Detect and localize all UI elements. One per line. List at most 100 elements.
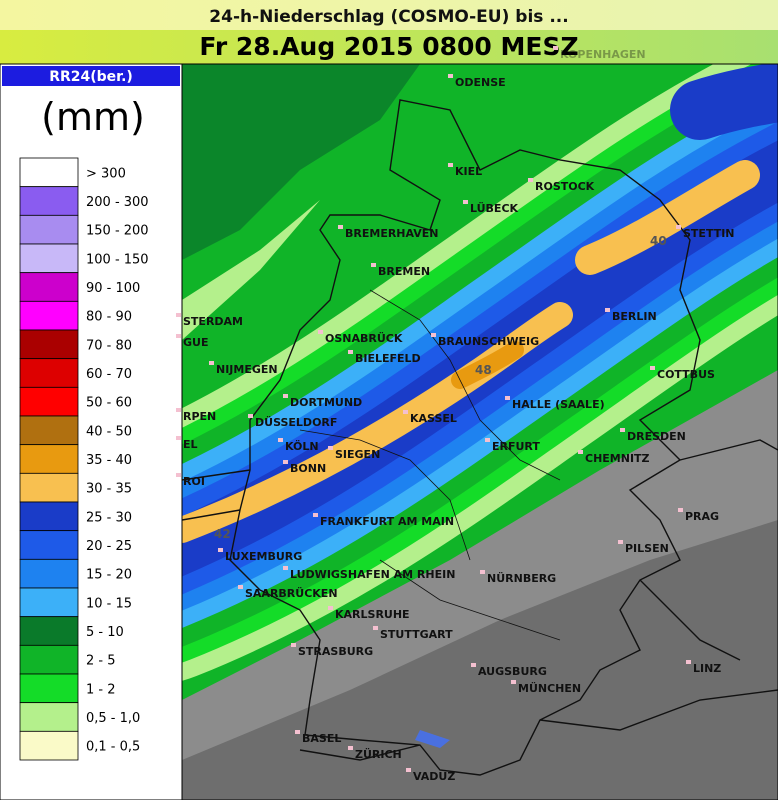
legend-swatch — [19, 644, 79, 675]
legend-swatch — [19, 358, 79, 388]
city-marker — [338, 225, 343, 229]
city-label: SAARBRÜCKEN — [245, 586, 338, 600]
city-label: KIEL — [455, 165, 482, 178]
city-marker — [176, 313, 181, 317]
legend-swatch — [19, 444, 79, 474]
state-border — [299, 289, 561, 641]
city-label: KOPENHAGEN — [560, 48, 646, 61]
city-label: MÜNCHEN — [518, 681, 581, 695]
legend-swatch — [19, 472, 79, 503]
city-marker — [686, 660, 691, 664]
band — [670, 64, 778, 140]
city-marker — [328, 606, 333, 610]
subtitle: Fr 28.Aug 2015 0800 MESZ — [199, 32, 578, 61]
city-marker — [278, 438, 283, 442]
precip-area — [182, 200, 320, 340]
band — [575, 160, 760, 275]
city-marker — [318, 330, 323, 334]
city-marker — [620, 428, 625, 432]
legend-item-label: 80 - 90 — [86, 310, 132, 325]
city-marker — [448, 74, 453, 78]
legend-swatch — [19, 558, 79, 589]
city-marker — [248, 414, 253, 418]
city-marker — [471, 663, 476, 667]
city-label: BIELEFELD — [355, 352, 421, 365]
legend-swatch — [19, 702, 79, 732]
city-marker — [511, 680, 516, 684]
legend-swatch — [19, 157, 79, 188]
city-marker — [528, 178, 533, 182]
city-label: LUDWIGSHAFEN AM RHEIN — [290, 568, 455, 581]
city-label: KÖLN — [285, 439, 319, 453]
city-label: BREMERHAVEN — [345, 227, 439, 240]
city-label: ROSTOCK — [535, 180, 595, 193]
city-label: KARLSRUHE — [335, 608, 410, 621]
city-label: BONN — [290, 462, 326, 475]
city-marker — [283, 460, 288, 464]
city-label: STETTIN — [683, 227, 735, 240]
legend-item-label: 50 - 60 — [86, 396, 132, 411]
city-label: ERFURT — [492, 440, 540, 453]
legend-item-label: 35 - 40 — [86, 453, 132, 468]
legend-swatch — [19, 530, 79, 560]
city-marker — [209, 361, 214, 365]
legend-item-label: 20 - 25 — [86, 539, 132, 554]
legend-item-label: 30 - 35 — [86, 482, 132, 497]
legend-item-label: 15 - 20 — [86, 568, 132, 583]
city-marker — [676, 225, 681, 229]
city-label: GUE — [183, 336, 208, 349]
city-label: NÜRNBERG — [487, 571, 556, 585]
city-label: AUGSBURG — [478, 665, 547, 678]
city-label: DRESDEN — [627, 430, 686, 443]
title: 24-h-Niederschlag (COSMO-EU) bis ... — [209, 7, 568, 27]
city-label: DORTMUND — [290, 396, 362, 409]
border — [182, 439, 778, 761]
city-label: SIEGEN — [335, 448, 380, 461]
city-label: BERLIN — [612, 310, 657, 323]
city-marker — [283, 394, 288, 398]
city-label: EL — [183, 438, 198, 451]
city-marker — [403, 410, 408, 414]
city-marker — [295, 730, 300, 734]
legend-item-label: 90 - 100 — [86, 281, 140, 296]
city-marker — [176, 473, 181, 477]
city-marker — [283, 566, 288, 570]
city-label: STRASBURG — [298, 645, 373, 658]
value-label: 48 — [475, 363, 492, 377]
city-marker — [650, 366, 655, 370]
legend-swatch — [19, 730, 79, 761]
precip-area — [182, 64, 420, 260]
city-label: VADUZ — [413, 770, 455, 783]
legend-label: RR24(ber.) — [49, 69, 133, 85]
city-label: OSNABRÜCK — [325, 331, 403, 345]
header-bg — [0, 0, 778, 30]
legend-item-label: 70 - 80 — [86, 338, 132, 353]
legend-item-label: 1 - 2 — [86, 682, 116, 697]
legend: > 300 200 - 300 150 - 200 100 - 150 90 - 100… — [19, 157, 149, 761]
city-marker — [678, 508, 683, 512]
city-marker — [348, 746, 353, 750]
city-marker — [176, 436, 181, 440]
precip-bands — [182, 64, 778, 681]
city-marker — [480, 570, 485, 574]
city-marker — [348, 350, 353, 354]
city-label: PILSEN — [625, 542, 669, 555]
city-label: BRAUNSCHWEIG — [438, 335, 539, 348]
city-label: STUTTGART — [380, 628, 453, 641]
value-label: 40 — [650, 234, 667, 248]
city-label: LUXEMBURG — [225, 550, 302, 563]
legend-item-label: 40 - 50 — [86, 424, 132, 439]
legend-item-label: 0,5 - 1,0 — [86, 711, 140, 726]
city-marker — [505, 396, 510, 400]
city-labels: KOPENHAGEN ODENSE KIEL ROSTOCK LÜBECK BREMERH… — [176, 46, 735, 783]
city-marker — [291, 643, 296, 647]
legend-unit: (mm) — [41, 95, 145, 139]
value-label: 42 — [214, 527, 231, 541]
borders — [182, 99, 778, 776]
city-marker — [371, 263, 376, 267]
city-marker — [448, 163, 453, 167]
city-label: NIJMEGEN — [216, 363, 278, 376]
legend-header — [2, 66, 180, 86]
legend-swatch — [19, 616, 79, 646]
